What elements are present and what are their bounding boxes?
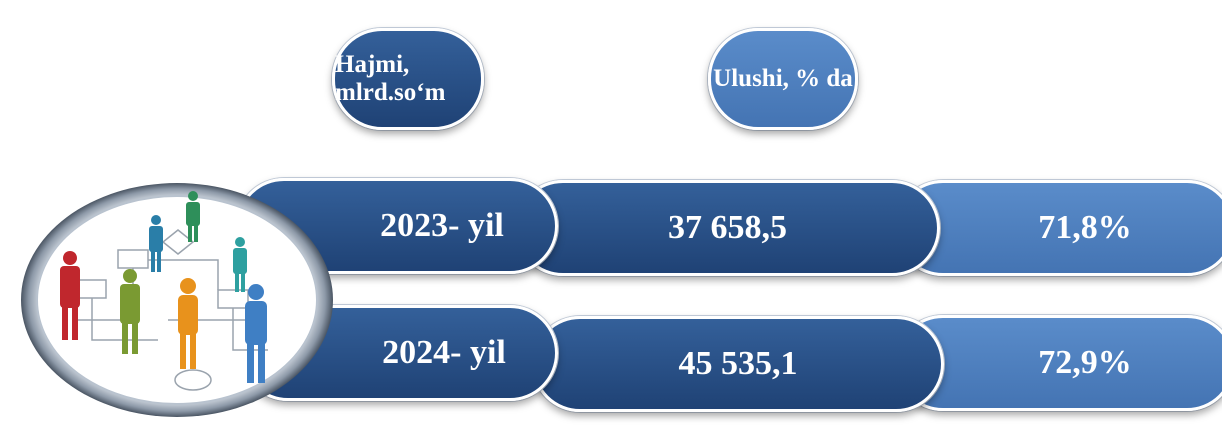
- page: Hajmi, mlrd.so‘m Ulushi, % da 71,8% 37 6…: [0, 0, 1222, 429]
- header-text: Hajmi, mlrd.so‘m: [335, 51, 481, 107]
- header-volume: Hajmi, mlrd.so‘m: [332, 28, 484, 130]
- volume-pill: 37 658,5: [515, 180, 940, 276]
- share-text: 71,8%: [1038, 209, 1132, 247]
- year-text: 2024- yil: [382, 334, 506, 372]
- share-pill: 71,8%: [895, 180, 1222, 276]
- year-text: 2023- yil: [380, 207, 504, 245]
- header-text: Ulushi, % da: [713, 65, 853, 93]
- share-text: 72,9%: [1038, 344, 1132, 382]
- people-emblem: [18, 180, 336, 420]
- share-pill: 72,9%: [895, 315, 1222, 411]
- volume-text: 45 535,1: [679, 345, 798, 383]
- header-share: Ulushi, % da: [708, 28, 858, 130]
- volume-text: 37 658,5: [668, 209, 787, 247]
- volume-pill: 45 535,1: [532, 316, 944, 412]
